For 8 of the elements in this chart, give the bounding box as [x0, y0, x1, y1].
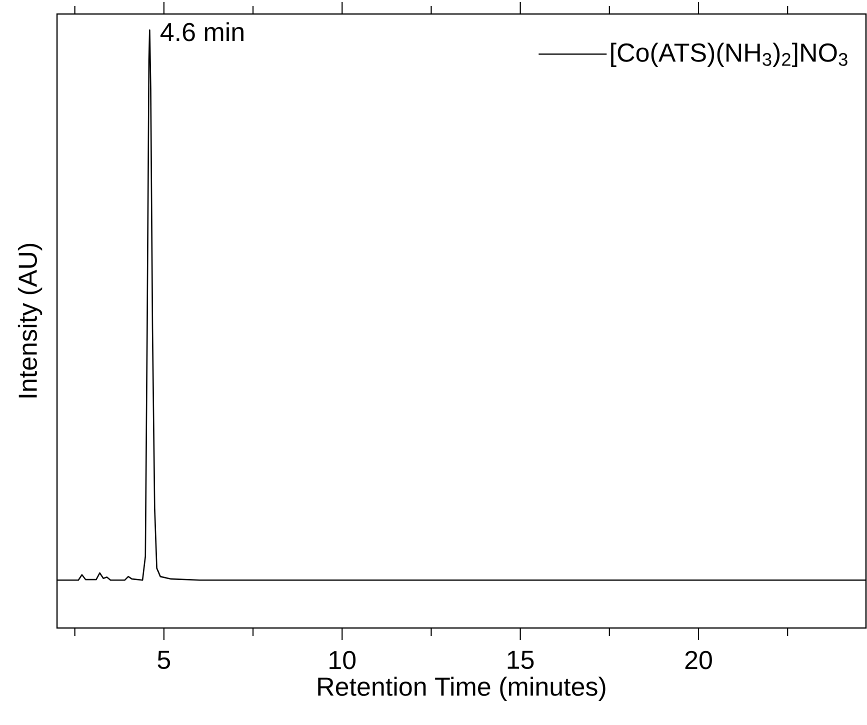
annotation: 4.6 min — [160, 22, 244, 42]
x-axis-title: Retention Time (minutes) — [318, 676, 606, 702]
y-axis-title: Intensity (AU) — [18, 244, 42, 398]
x-tick-label: 15 — [508, 650, 534, 669]
x-tick-label: 20 — [685, 650, 712, 670]
legend-label: [Co(ATS)(NH$_{3}$)$_{2}$]NO$_{3}$ — [611, 42, 848, 67]
x-tick-label: 5 — [158, 650, 170, 669]
x-tick-label: 10 — [330, 650, 356, 670]
